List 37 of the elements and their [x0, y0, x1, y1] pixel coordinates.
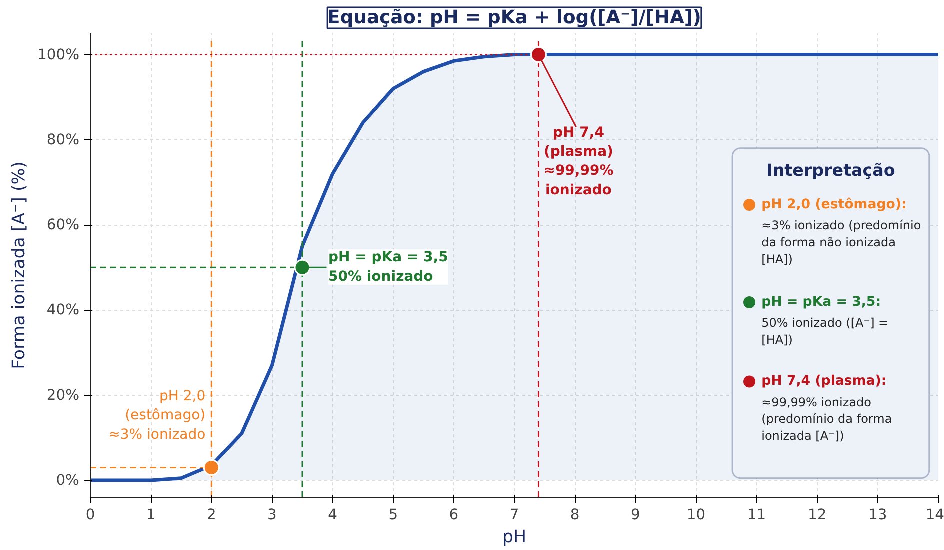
- point: [294, 259, 311, 276]
- annotation: ≈99,99% ionizado (predomínio da forma ionizada [A⁻]): [762, 395, 892, 443]
- legend-title: Interpretação: [766, 161, 896, 180]
- y-tick-label: 100%: [38, 46, 80, 64]
- x-tick-label: 0: [86, 506, 96, 524]
- point: [203, 459, 220, 476]
- x-axis-title: pH: [502, 528, 527, 548]
- legend-label: pH 2,0 (estômago):: [762, 197, 907, 212]
- x-tick-label: 14: [926, 506, 944, 524]
- x-tick-label: 3: [268, 506, 277, 524]
- x-tick-label: 10: [686, 506, 706, 524]
- x-tick-label: 11: [747, 506, 766, 524]
- point: [530, 46, 547, 64]
- y-tick-label: 20%: [46, 386, 80, 404]
- chart-title: Equação: pH = pKa + log([A⁻]/[HA]): [328, 8, 702, 28]
- x-tick-label: 8: [570, 506, 580, 524]
- annotation: pH = pKa = 3,5 50% ionizado: [328, 250, 448, 285]
- x-tick-label: 13: [868, 506, 888, 524]
- annotation: 50% ionizado ([A⁻] = [HA]): [762, 316, 889, 347]
- y-tick-label: 80%: [46, 131, 80, 148]
- x-tick-label: 12: [808, 506, 827, 524]
- x-tick-label: 2: [206, 506, 216, 524]
- x-tick-label: 6: [449, 506, 459, 524]
- y-tick-label: 40%: [46, 302, 80, 319]
- x-tick-label: 5: [388, 506, 398, 524]
- annotation: ≈3% ionizado (predomínio da forma não ionizada [HA]): [762, 218, 922, 266]
- x-tick-label: 4: [328, 506, 338, 524]
- annotation: pH 2,0 (estômago) ≈3% ionizado: [108, 388, 206, 443]
- x-tick-label: 1: [146, 506, 156, 524]
- x-tick-label: 9: [630, 506, 640, 524]
- y-axis-title: Forma ionizada [A⁻] (%): [10, 162, 30, 370]
- y-tick-label: 60%: [46, 216, 80, 234]
- x-tick-label: 7: [510, 506, 520, 524]
- legend-label: pH = pKa = 3,5:: [762, 294, 882, 310]
- y-tick-label: 0%: [56, 472, 80, 489]
- annotation: pH 7,4 (plasma) ≈99,99% ionizado: [544, 124, 614, 198]
- legend-label: pH 7,4 (plasma):: [762, 374, 887, 390]
